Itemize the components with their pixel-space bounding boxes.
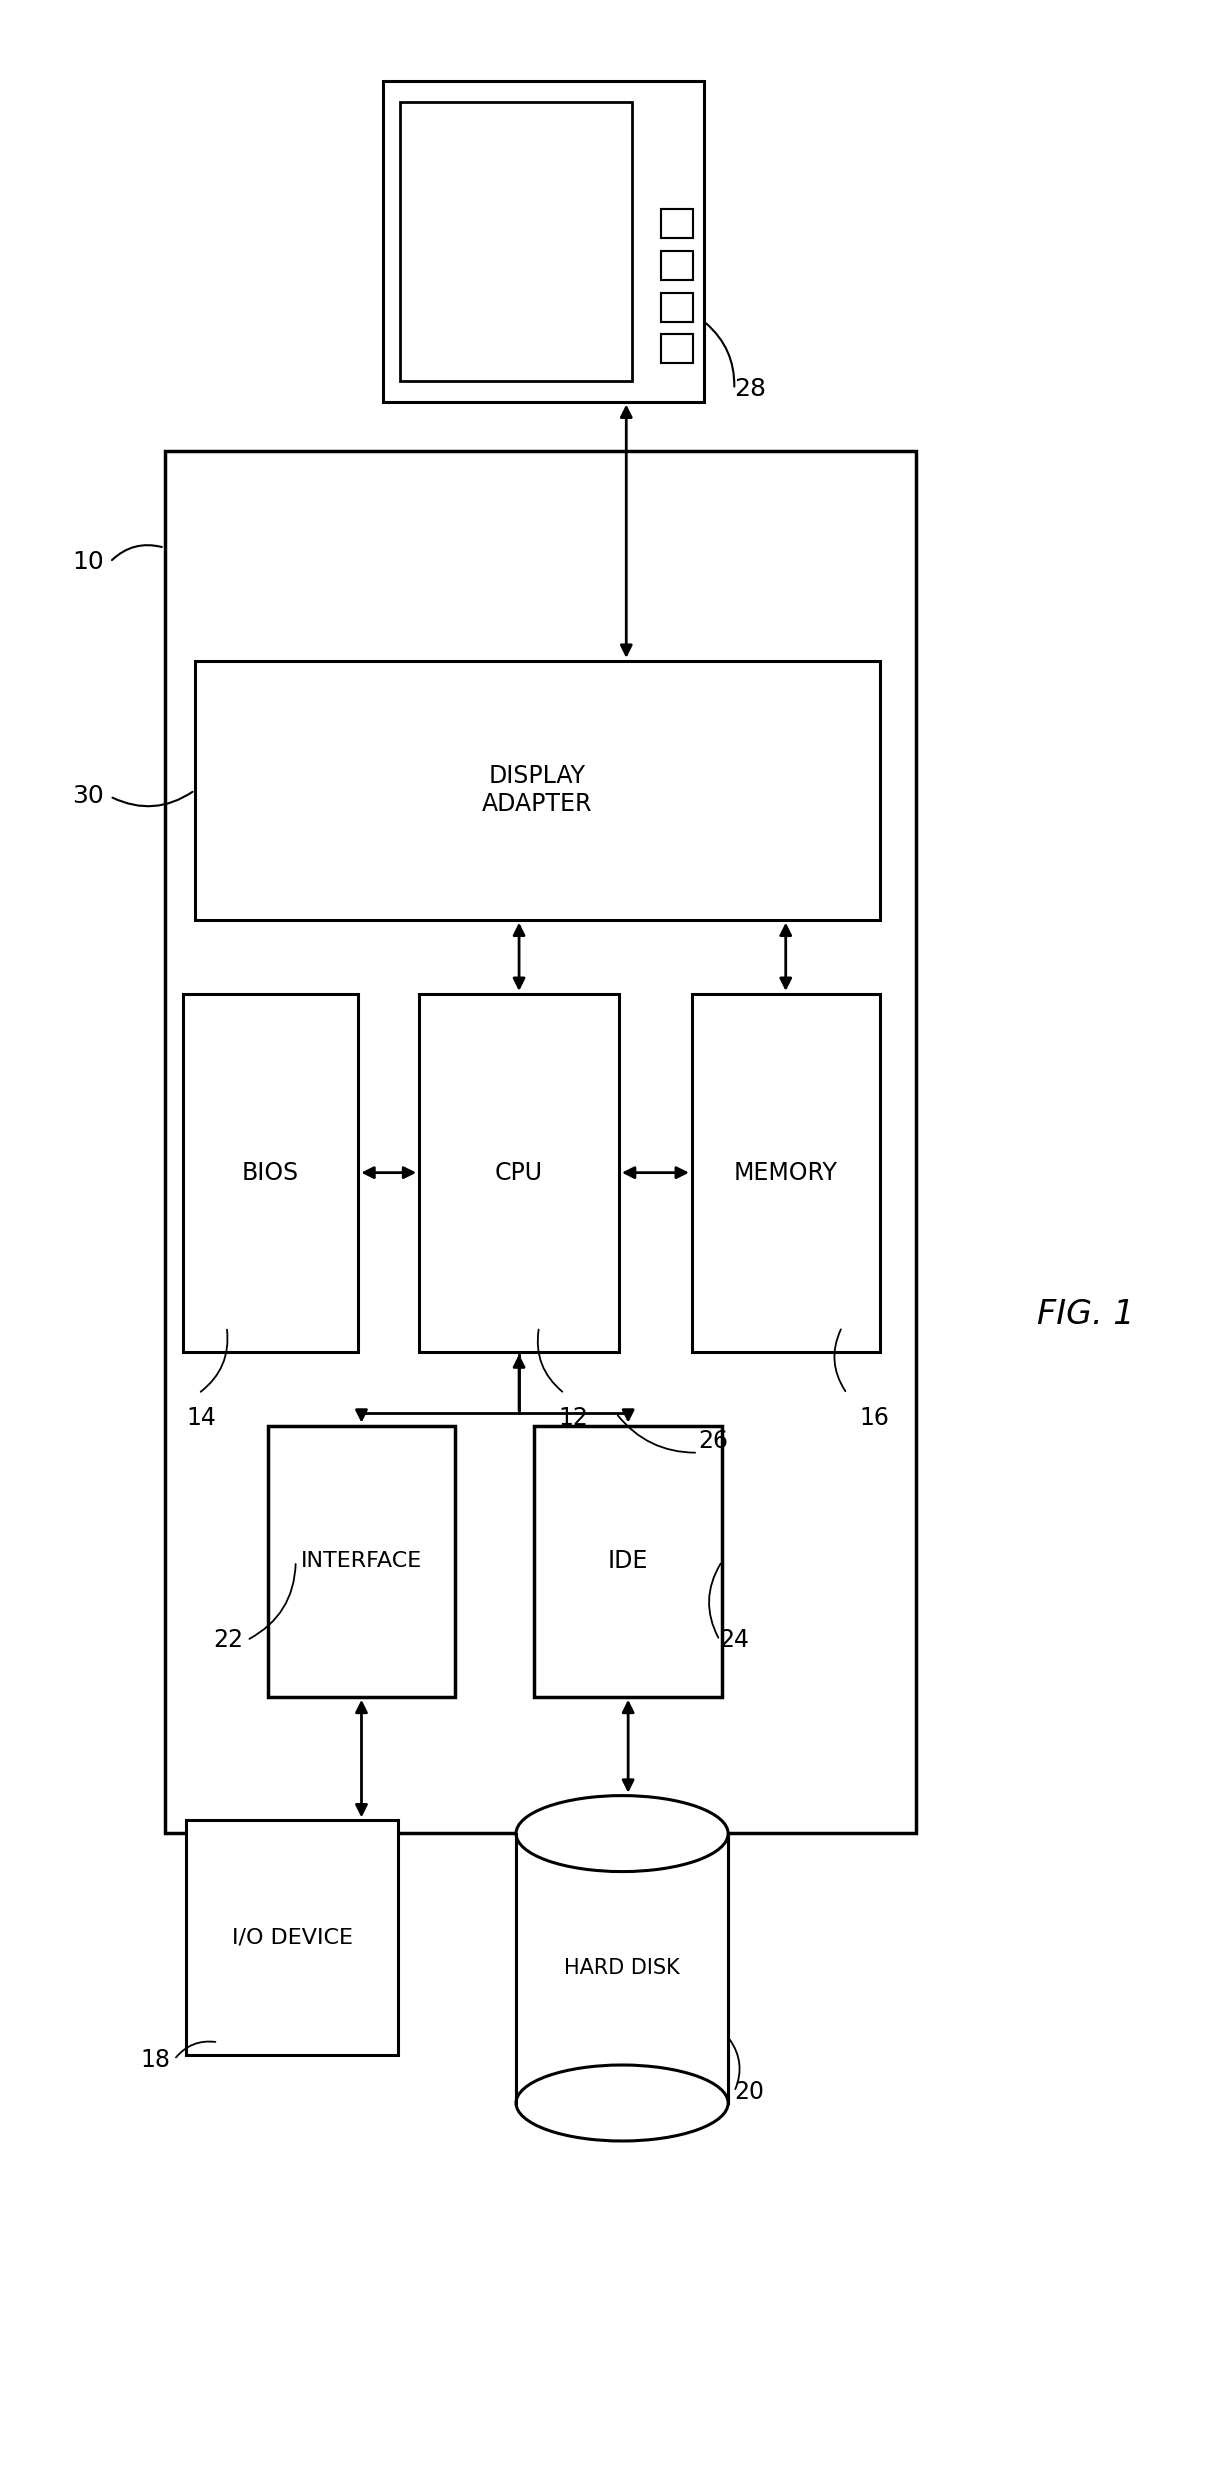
Bar xyxy=(419,995,619,1352)
Bar xyxy=(183,995,358,1352)
Bar xyxy=(661,208,693,238)
Text: FIG. 1: FIG. 1 xyxy=(1037,1298,1134,1330)
Bar xyxy=(164,452,916,1833)
Bar xyxy=(401,102,631,382)
Text: 22: 22 xyxy=(213,1628,243,1652)
Text: 26: 26 xyxy=(698,1429,728,1454)
Ellipse shape xyxy=(516,1796,728,1871)
Text: 20: 20 xyxy=(734,2079,764,2104)
Text: 24: 24 xyxy=(720,1628,749,1652)
Bar xyxy=(519,1833,726,2101)
Text: HARD DISK: HARD DISK xyxy=(564,1958,680,1977)
Text: CPU: CPU xyxy=(495,1161,543,1183)
Bar xyxy=(661,251,693,280)
Text: DISPLAY
ADAPTER: DISPLAY ADAPTER xyxy=(482,764,592,816)
Text: 28: 28 xyxy=(734,377,766,402)
Text: 14: 14 xyxy=(186,1407,216,1429)
Text: 18: 18 xyxy=(141,2047,170,2072)
Text: INTERFACE: INTERFACE xyxy=(300,1551,422,1570)
Text: 30: 30 xyxy=(72,784,104,809)
Bar xyxy=(186,1821,398,2054)
Bar xyxy=(383,82,704,402)
Bar xyxy=(195,660,880,920)
Text: MEMORY: MEMORY xyxy=(734,1161,837,1183)
Text: IDE: IDE xyxy=(608,1548,649,1573)
Text: 12: 12 xyxy=(559,1407,588,1429)
Ellipse shape xyxy=(516,2064,728,2141)
Bar xyxy=(661,335,693,362)
Text: I/O DEVICE: I/O DEVICE xyxy=(232,1928,353,1948)
Bar xyxy=(535,1427,722,1697)
Text: 16: 16 xyxy=(859,1407,889,1429)
Bar xyxy=(661,293,693,323)
Text: 10: 10 xyxy=(72,551,104,573)
Bar xyxy=(267,1427,455,1697)
Text: BIOS: BIOS xyxy=(242,1161,299,1183)
Bar xyxy=(516,1833,728,2104)
Bar xyxy=(691,995,880,1352)
